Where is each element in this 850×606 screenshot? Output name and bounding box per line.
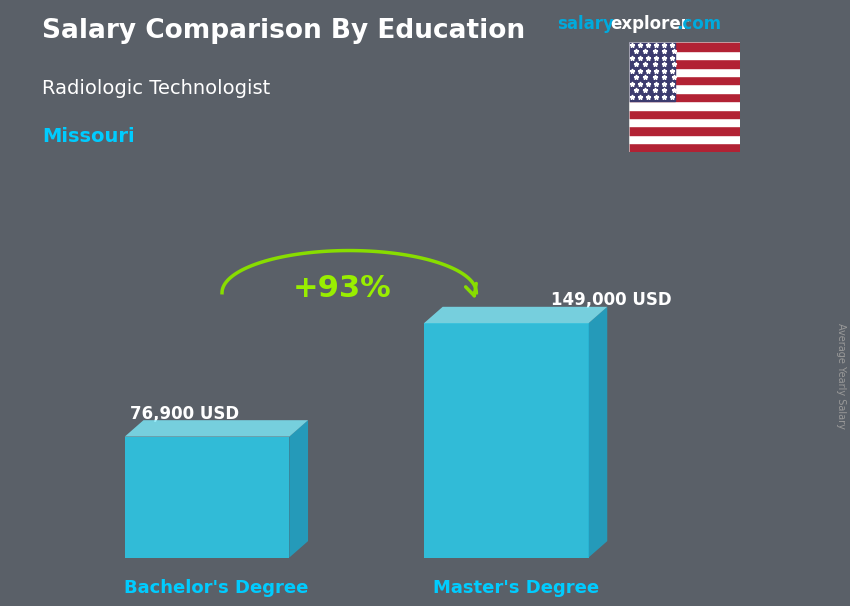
Text: explorer: explorer [610,15,689,33]
Bar [629,101,740,110]
Bar [629,143,740,152]
Text: salary: salary [557,15,614,33]
Text: 76,900 USD: 76,900 USD [130,405,239,422]
Polygon shape [424,323,588,558]
Polygon shape [289,420,308,558]
Bar [629,135,740,143]
Text: Bachelor's Degree: Bachelor's Degree [124,579,309,597]
Polygon shape [125,420,308,436]
Bar [629,126,740,135]
Text: Radiologic Technologist: Radiologic Technologist [42,79,271,98]
Text: Master's Degree: Master's Degree [433,579,598,597]
Bar [629,68,740,76]
Bar [629,42,740,51]
Polygon shape [588,307,607,558]
Bar [629,84,740,93]
Polygon shape [125,436,289,558]
Text: Salary Comparison By Education: Salary Comparison By Education [42,18,525,44]
Text: 149,000 USD: 149,000 USD [551,291,672,309]
Bar [629,93,740,101]
Text: .com: .com [676,15,721,33]
Polygon shape [424,307,607,323]
Bar [629,118,740,126]
Text: +93%: +93% [292,273,391,302]
Bar [629,59,740,68]
Text: Average Yearly Salary: Average Yearly Salary [836,323,846,428]
Bar [629,42,676,101]
Bar [629,51,740,59]
Bar [629,76,740,84]
Bar [629,110,740,118]
Text: Missouri: Missouri [42,127,135,146]
